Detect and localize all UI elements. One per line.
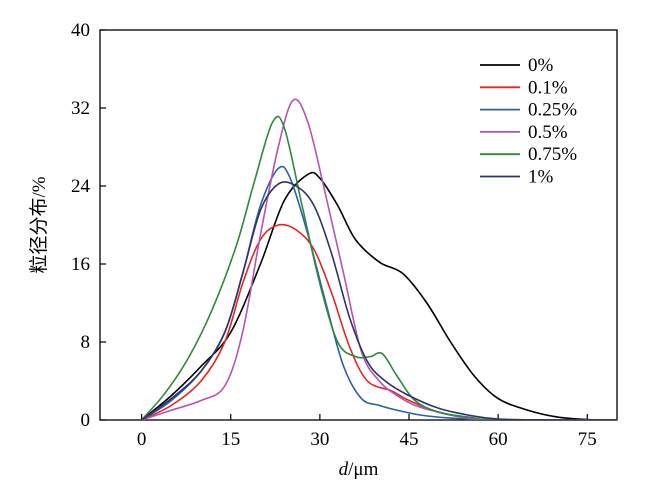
plot-frame bbox=[99, 29, 618, 421]
legend-entry-label: 0.25% bbox=[528, 100, 577, 121]
series-line-1 bbox=[141, 223, 617, 420]
legend-entry-label: 0% bbox=[528, 55, 554, 76]
x-tick-label: 45 bbox=[400, 429, 419, 450]
axis-ticks: 0 15 30 45 60 75 0 8 16 24 32 40 bbox=[71, 20, 597, 450]
legend-entry-label: 1% bbox=[528, 167, 554, 188]
series-line-4 bbox=[140, 115, 617, 420]
series-layer bbox=[140, 98, 617, 420]
y-tick-label: 8 bbox=[81, 332, 91, 353]
series-line-0 bbox=[141, 171, 617, 420]
x-tick-label: 75 bbox=[578, 429, 597, 450]
x-tick-label: 15 bbox=[221, 429, 240, 450]
y-tick-label: 40 bbox=[71, 20, 90, 41]
x-axis-label-symbol: d bbox=[339, 459, 349, 480]
x-axis-label: d/μm bbox=[339, 459, 379, 480]
y-tick-label: 32 bbox=[71, 98, 90, 119]
legend-entry-label: 0.1% bbox=[528, 77, 568, 98]
y-tick-label: 16 bbox=[71, 254, 90, 275]
legend-entry-label: 0.75% bbox=[528, 144, 577, 165]
x-tick-label: 30 bbox=[310, 429, 329, 450]
y-axis-label: 粒径分布/% bbox=[28, 176, 50, 273]
x-axis-label-unit: /μm bbox=[348, 459, 378, 480]
legend: 0%0.1%0.25%0.5%0.75%1% bbox=[480, 55, 577, 188]
series-line-5 bbox=[141, 181, 617, 420]
x-tick-label: 60 bbox=[489, 429, 508, 450]
y-tick-label: 24 bbox=[71, 176, 91, 197]
x-tick-label: 0 bbox=[137, 429, 147, 450]
legend-entry-label: 0.5% bbox=[528, 122, 568, 143]
y-tick-label: 0 bbox=[81, 410, 91, 431]
plot-border bbox=[99, 29, 618, 421]
